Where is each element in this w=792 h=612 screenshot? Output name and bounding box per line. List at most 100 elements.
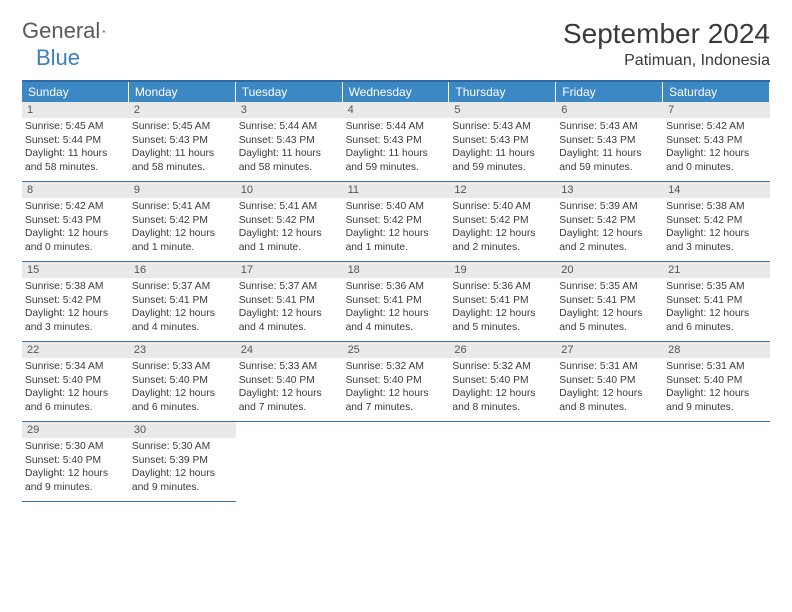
day-number: 30 (129, 422, 236, 438)
day-details: Sunrise: 5:30 AMSunset: 5:40 PMDaylight:… (22, 440, 129, 494)
empty-cell (556, 422, 663, 502)
day-number: 20 (556, 262, 663, 278)
day-cell: 30 Sunrise: 5:30 AMSunset: 5:39 PMDayligh… (129, 422, 236, 502)
day-cell: 10 Sunrise: 5:41 AMSunset: 5:42 PMDayligh… (236, 182, 343, 262)
day-cell: 27 Sunrise: 5:31 AMSunset: 5:40 PMDayligh… (556, 342, 663, 422)
day-details: Sunrise: 5:39 AMSunset: 5:42 PMDaylight:… (556, 200, 663, 254)
weekday-header: Saturday (663, 82, 770, 102)
day-number: 23 (129, 342, 236, 358)
day-cell: 12 Sunrise: 5:40 AMSunset: 5:42 PMDayligh… (449, 182, 556, 262)
day-cell: 7 Sunrise: 5:42 AMSunset: 5:43 PMDaylight… (663, 102, 770, 182)
header: General September 2024 Patimuan, Indones… (22, 18, 770, 70)
day-details: Sunrise: 5:36 AMSunset: 5:41 PMDaylight:… (449, 280, 556, 334)
empty-cell (343, 422, 450, 502)
logo-text-1: General (22, 18, 100, 44)
day-number: 12 (449, 182, 556, 198)
day-number: 14 (663, 182, 770, 198)
day-number: 27 (556, 342, 663, 358)
title-block: September 2024 Patimuan, Indonesia (563, 18, 770, 70)
logo-text-2: Blue (36, 45, 80, 71)
day-cell: 23 Sunrise: 5:33 AMSunset: 5:40 PMDayligh… (129, 342, 236, 422)
day-details: Sunrise: 5:45 AMSunset: 5:44 PMDaylight:… (22, 120, 129, 174)
day-details: Sunrise: 5:36 AMSunset: 5:41 PMDaylight:… (343, 280, 450, 334)
day-number: 17 (236, 262, 343, 278)
day-details: Sunrise: 5:34 AMSunset: 5:40 PMDaylight:… (22, 360, 129, 414)
day-number: 26 (449, 342, 556, 358)
day-number: 8 (22, 182, 129, 198)
day-number: 11 (343, 182, 450, 198)
day-cell: 14 Sunrise: 5:38 AMSunset: 5:42 PMDayligh… (663, 182, 770, 262)
empty-cell (663, 422, 770, 502)
day-details: Sunrise: 5:45 AMSunset: 5:43 PMDaylight:… (129, 120, 236, 174)
day-cell: 18 Sunrise: 5:36 AMSunset: 5:41 PMDayligh… (343, 262, 450, 342)
day-cell: 28 Sunrise: 5:31 AMSunset: 5:40 PMDayligh… (663, 342, 770, 422)
day-details: Sunrise: 5:35 AMSunset: 5:41 PMDaylight:… (556, 280, 663, 334)
title-month: September 2024 (563, 18, 770, 50)
day-details: Sunrise: 5:33 AMSunset: 5:40 PMDaylight:… (129, 360, 236, 414)
day-number: 1 (22, 102, 129, 118)
day-number: 25 (343, 342, 450, 358)
day-details: Sunrise: 5:43 AMSunset: 5:43 PMDaylight:… (449, 120, 556, 174)
calendar-grid: SundayMondayTuesdayWednesdayThursdayFrid… (22, 80, 770, 502)
day-number: 13 (556, 182, 663, 198)
day-number: 5 (449, 102, 556, 118)
day-details: Sunrise: 5:32 AMSunset: 5:40 PMDaylight:… (449, 360, 556, 414)
day-details: Sunrise: 5:38 AMSunset: 5:42 PMDaylight:… (22, 280, 129, 334)
weekday-header: Thursday (449, 82, 556, 102)
weekday-header: Friday (556, 82, 663, 102)
day-details: Sunrise: 5:33 AMSunset: 5:40 PMDaylight:… (236, 360, 343, 414)
day-details: Sunrise: 5:41 AMSunset: 5:42 PMDaylight:… (129, 200, 236, 254)
day-number: 22 (22, 342, 129, 358)
weekday-header: Sunday (22, 82, 129, 102)
logo: General (22, 18, 124, 44)
day-number: 18 (343, 262, 450, 278)
day-details: Sunrise: 5:40 AMSunset: 5:42 PMDaylight:… (449, 200, 556, 254)
day-number: 10 (236, 182, 343, 198)
day-number: 3 (236, 102, 343, 118)
day-details: Sunrise: 5:35 AMSunset: 5:41 PMDaylight:… (663, 280, 770, 334)
day-cell: 29 Sunrise: 5:30 AMSunset: 5:40 PMDayligh… (22, 422, 129, 502)
day-cell: 4 Sunrise: 5:44 AMSunset: 5:43 PMDaylight… (343, 102, 450, 182)
day-cell: 21Sunrise: 5:35 AMSunset: 5:41 PMDayligh… (663, 262, 770, 342)
day-number: 9 (129, 182, 236, 198)
day-number: 24 (236, 342, 343, 358)
day-details: Sunrise: 5:31 AMSunset: 5:40 PMDaylight:… (556, 360, 663, 414)
day-cell: 24 Sunrise: 5:33 AMSunset: 5:40 PMDayligh… (236, 342, 343, 422)
day-details: Sunrise: 5:40 AMSunset: 5:42 PMDaylight:… (343, 200, 450, 254)
day-details: Sunrise: 5:44 AMSunset: 5:43 PMDaylight:… (343, 120, 450, 174)
day-cell: 15 Sunrise: 5:38 AMSunset: 5:42 PMDayligh… (22, 262, 129, 342)
day-cell: 11 Sunrise: 5:40 AMSunset: 5:42 PMDayligh… (343, 182, 450, 262)
day-cell: 2 Sunrise: 5:45 AMSunset: 5:43 PMDaylight… (129, 102, 236, 182)
day-cell: 3Sunrise: 5:44 AMSunset: 5:43 PMDaylight… (236, 102, 343, 182)
day-cell: 25Sunrise: 5:32 AMSunset: 5:40 PMDayligh… (343, 342, 450, 422)
empty-cell (449, 422, 556, 502)
weekday-header: Monday (129, 82, 236, 102)
day-details: Sunrise: 5:31 AMSunset: 5:40 PMDaylight:… (663, 360, 770, 414)
day-details: Sunrise: 5:42 AMSunset: 5:43 PMDaylight:… (663, 120, 770, 174)
day-number: 7 (663, 102, 770, 118)
day-number: 6 (556, 102, 663, 118)
day-cell: 19Sunrise: 5:36 AMSunset: 5:41 PMDayligh… (449, 262, 556, 342)
day-details: Sunrise: 5:43 AMSunset: 5:43 PMDaylight:… (556, 120, 663, 174)
weekday-header: Wednesday (343, 82, 450, 102)
day-cell: 5 Sunrise: 5:43 AMSunset: 5:43 PMDaylight… (449, 102, 556, 182)
day-details: Sunrise: 5:37 AMSunset: 5:41 PMDaylight:… (236, 280, 343, 334)
day-cell: 22 Sunrise: 5:34 AMSunset: 5:40 PMDayligh… (22, 342, 129, 422)
day-details: Sunrise: 5:38 AMSunset: 5:42 PMDaylight:… (663, 200, 770, 254)
day-details: Sunrise: 5:42 AMSunset: 5:43 PMDaylight:… (22, 200, 129, 254)
day-details: Sunrise: 5:37 AMSunset: 5:41 PMDaylight:… (129, 280, 236, 334)
day-cell: 9 Sunrise: 5:41 AMSunset: 5:42 PMDaylight… (129, 182, 236, 262)
day-details: Sunrise: 5:41 AMSunset: 5:42 PMDaylight:… (236, 200, 343, 254)
day-details: Sunrise: 5:30 AMSunset: 5:39 PMDaylight:… (129, 440, 236, 494)
day-number: 15 (22, 262, 129, 278)
day-number: 29 (22, 422, 129, 438)
day-number: 2 (129, 102, 236, 118)
day-cell: 1 Sunrise: 5:45 AMSunset: 5:44 PMDaylight… (22, 102, 129, 182)
logo-sail-icon (102, 22, 106, 40)
title-location: Patimuan, Indonesia (563, 52, 770, 70)
day-number: 28 (663, 342, 770, 358)
day-cell: 16Sunrise: 5:37 AMSunset: 5:41 PMDayligh… (129, 262, 236, 342)
day-cell: 17 Sunrise: 5:37 AMSunset: 5:41 PMDayligh… (236, 262, 343, 342)
day-number: 4 (343, 102, 450, 118)
day-cell: 6 Sunrise: 5:43 AMSunset: 5:43 PMDaylight… (556, 102, 663, 182)
